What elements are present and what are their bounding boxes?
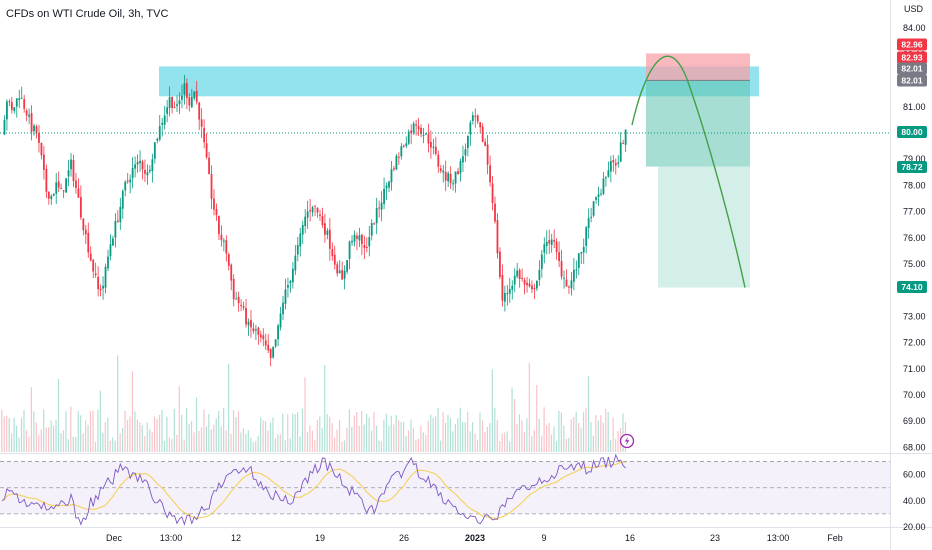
- svg-text:82.01: 82.01: [901, 76, 923, 86]
- svg-text:78.72: 78.72: [901, 162, 923, 172]
- time-tick: 9: [541, 533, 546, 543]
- svg-text:82.01: 82.01: [901, 64, 923, 74]
- time-tick: 2023: [465, 533, 485, 543]
- currency-label: USD: [904, 4, 924, 14]
- time-tick: 13:00: [767, 533, 790, 543]
- price-axis[interactable]: 84.0083.0082.0081.0080.0079.0078.0077.00…: [903, 23, 926, 452]
- price-tick: 69.00: [903, 416, 926, 426]
- chart-title: CFDs on WTI Crude Oil, 3h, TVC: [6, 8, 168, 20]
- price-tick: 75.00: [903, 259, 926, 269]
- svg-text:82.93: 82.93: [901, 53, 923, 63]
- time-tick: 13:00: [160, 533, 183, 543]
- price-badge: 78.72: [897, 161, 927, 173]
- candles: [3, 74, 627, 367]
- drawings[interactable]: [159, 53, 759, 288]
- price-tick: 81.00: [903, 102, 926, 112]
- target-zone: [658, 166, 750, 288]
- svg-text:80.00: 80.00: [901, 127, 923, 137]
- price-badge: 82.01: [897, 62, 927, 75]
- price-tick: 68.00: [903, 442, 926, 452]
- rsi-axis[interactable]: 60.00 40.00 20.00: [903, 470, 926, 532]
- time-tick: 23: [710, 533, 720, 543]
- overlay: [0, 55, 890, 288]
- price-tick: 73.00: [903, 311, 926, 321]
- svg-text:74.10: 74.10: [901, 282, 923, 292]
- price-tick: 71.00: [903, 364, 926, 374]
- rsi-tick: 20.00: [903, 522, 926, 532]
- price-tick: 79.00: [903, 154, 926, 164]
- rsi-tick: 40.00: [903, 496, 926, 506]
- svg-text:82.96: 82.96: [901, 40, 923, 50]
- price-badge: 74.10: [897, 281, 927, 293]
- price-tick: 70.00: [903, 390, 926, 400]
- time-tick: 16: [625, 533, 635, 543]
- rsi-indicator: [0, 453, 890, 526]
- price-badge: 82.01: [897, 74, 927, 87]
- price-tick: 78.00: [903, 180, 926, 190]
- time-tick: 12: [231, 533, 241, 543]
- time-tick: 26: [399, 533, 409, 543]
- price-badge: 82.96: [897, 38, 927, 51]
- price-tick: 84.00: [903, 23, 926, 33]
- time-tick: 19: [315, 533, 325, 543]
- time-tick: Dec: [106, 533, 123, 543]
- target-zone-filled: [646, 80, 750, 167]
- volume-bars: [1, 355, 627, 452]
- price-tick: 77.00: [903, 207, 926, 217]
- price-badge: 82.93: [897, 51, 927, 64]
- price-tick: 76.00: [903, 233, 926, 243]
- price-badge: 80.00: [897, 126, 927, 138]
- price-tick: 72.00: [903, 338, 926, 348]
- time-axis[interactable]: Dec 13:00 12 19 26 2023 9 16 23 13:00 Feb: [106, 533, 843, 543]
- time-tick: Feb: [827, 533, 843, 543]
- rsi-tick: 60.00: [903, 470, 926, 480]
- alert-lightning-icon[interactable]: [619, 433, 635, 449]
